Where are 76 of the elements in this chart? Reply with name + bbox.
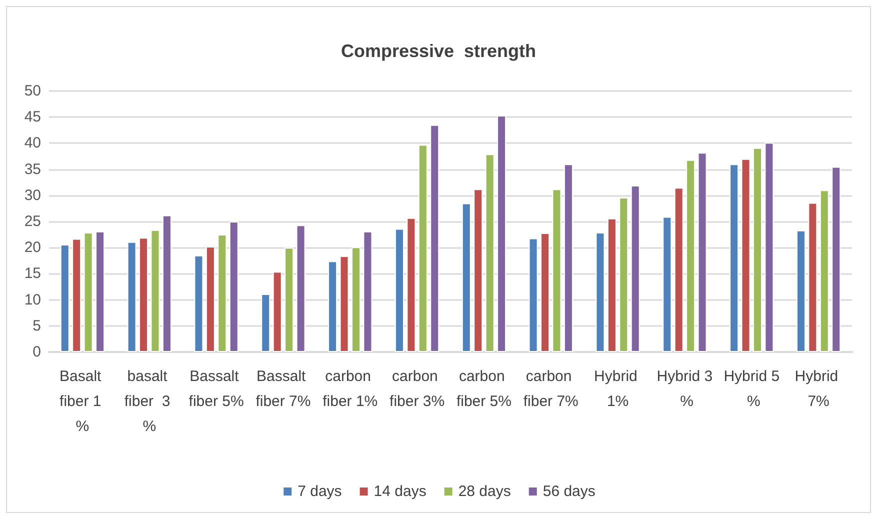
legend-label: 7 days	[298, 483, 342, 500]
bar	[462, 203, 471, 352]
bar	[662, 216, 672, 352]
y-tick-label: 0	[32, 344, 41, 360]
y-tick-label: 35	[24, 160, 41, 178]
bar	[206, 246, 215, 352]
bar	[84, 232, 93, 352]
bar	[730, 164, 739, 352]
bar	[229, 222, 238, 352]
x-tick-label: Hybrid 5 %	[724, 368, 780, 410]
bar	[363, 231, 372, 352]
bar	[394, 228, 404, 352]
bar	[218, 234, 227, 352]
bar	[674, 188, 684, 352]
bar	[752, 148, 762, 352]
bar	[698, 152, 707, 352]
x-tick-label: carbon fiber 3%	[390, 368, 445, 410]
x-tick-label: Hybrid 7%	[794, 368, 842, 410]
legend-label: 28 days	[458, 483, 511, 500]
x-tick-label: Hybrid 1%	[594, 368, 642, 410]
x-tick-label: carbon fiber 5%	[456, 368, 512, 410]
bar	[619, 197, 628, 352]
bar	[741, 158, 750, 352]
x-tick-label: carbon fiber 1%	[322, 368, 378, 410]
bar	[808, 202, 818, 352]
x-tick-label: Bassalt fiber 5%	[188, 368, 244, 410]
bar	[272, 272, 282, 352]
bar	[261, 294, 270, 352]
bar	[764, 142, 774, 352]
bar	[686, 160, 696, 352]
bar	[340, 256, 349, 352]
bar	[284, 248, 294, 352]
bar	[528, 238, 538, 352]
bar	[552, 189, 562, 352]
bar	[194, 255, 204, 352]
bar	[418, 144, 428, 352]
bar	[607, 218, 616, 352]
x-tick-label: carbon fiber 7%	[523, 368, 578, 410]
y-tick-label: 15	[24, 265, 41, 282]
y-tick-label: 50	[24, 82, 41, 100]
bar	[596, 232, 605, 352]
bar	[832, 166, 841, 352]
y-tick-label: 30	[24, 186, 41, 204]
bar	[72, 238, 82, 352]
y-tick-label: 25	[24, 213, 41, 230]
chart-title: Compressive strength	[340, 41, 536, 61]
y-tick-label: 40	[24, 134, 41, 152]
bar	[796, 230, 806, 352]
bar	[564, 164, 573, 352]
x-tick-label: Bassalt fiber 7%	[256, 368, 311, 410]
bar	[430, 124, 440, 352]
bar	[820, 190, 829, 352]
bar	[540, 232, 550, 352]
bar	[351, 247, 360, 352]
bar	[296, 225, 306, 352]
bar	[497, 116, 506, 352]
bar	[630, 185, 640, 352]
y-tick-label: 10	[24, 291, 41, 308]
bar	[150, 230, 160, 352]
bar	[406, 218, 416, 352]
legend-label: 56 days	[542, 483, 596, 500]
bar	[139, 238, 148, 352]
bar	[162, 215, 172, 352]
y-tick-label: 20	[24, 239, 41, 256]
bar	[96, 231, 105, 352]
bar	[328, 261, 338, 352]
bar	[485, 154, 494, 352]
bar	[127, 242, 136, 352]
x-tick-label: Hybrid 3 %	[656, 368, 713, 410]
x-tick-label: Basalt fiber 1 %	[60, 368, 106, 435]
legend-label: 14 days	[374, 483, 426, 500]
bar	[474, 189, 483, 352]
x-tick-label: basalt fiber 3 %	[124, 368, 174, 435]
y-tick-label: 45	[24, 108, 41, 126]
y-tick-label: 5	[32, 317, 41, 334]
bar	[60, 244, 70, 352]
